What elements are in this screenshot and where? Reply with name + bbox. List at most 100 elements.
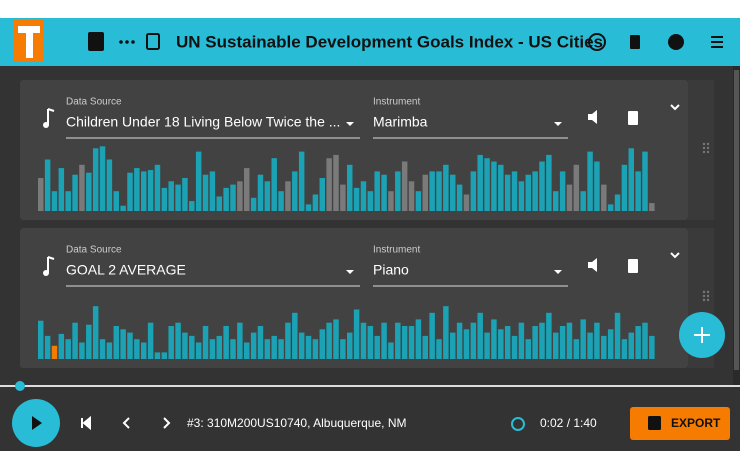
data-bar [292,312,298,359]
data-bar [470,171,477,211]
instrument-select[interactable]: Piano [373,262,409,278]
app-title: UN Sustainable Development Goals Index -… [176,32,603,51]
data-bar [147,322,154,359]
data-bar [271,335,277,359]
data-bar [614,194,621,211]
source-select[interactable]: Children Under 18 Living Below Twice the… [66,114,340,130]
data-bar [195,151,202,211]
data-bar [51,345,58,359]
dropdown-arrow [346,270,354,274]
collapse-icon[interactable] [670,252,680,259]
data-bar [388,342,394,359]
drag-dot [706,290,710,294]
export-button[interactable] [630,407,730,440]
data-bar [223,187,229,211]
note-icon [47,108,55,125]
data-bar [285,322,291,359]
data-bar [381,322,387,359]
delete-track[interactable] [628,111,638,125]
data-bar [72,322,78,359]
data-bar [271,158,277,211]
data-bar [525,174,531,211]
data-bar [44,335,51,359]
data-bar [106,159,113,211]
data-bar [360,322,367,359]
data-bar [601,184,607,211]
data-bar [504,174,511,211]
data-bar [456,184,463,211]
data-bar [436,171,442,211]
help-icon[interactable] [668,34,684,50]
data-bar [326,322,332,359]
data-bar [388,191,394,211]
data-bar [161,352,168,359]
drag-dot [702,146,706,150]
data-bar [264,339,271,359]
data-bar [360,181,367,211]
drag-dot [706,142,710,146]
data-bar [182,332,188,359]
data-bar [408,181,415,211]
menu-icon[interactable] [711,36,723,48]
collapse-icon[interactable] [670,104,680,111]
data-bar [120,329,126,359]
data-bar [92,306,99,359]
data-bar [347,164,353,211]
data-bar [367,191,374,211]
source-select[interactable]: GOAL 2 AVERAGE [66,262,186,278]
skip-back[interactable] [81,415,91,431]
volume-icon[interactable] [588,258,597,272]
data-bar [257,326,264,359]
data-bar [250,197,257,211]
data-bar [195,342,202,359]
export-label: EXPORT [671,416,721,430]
data-bar [202,326,209,359]
data-bar [189,335,195,359]
data-bar [141,342,147,359]
data-bar [649,335,655,359]
data-bar [141,171,147,211]
data-bar [422,174,428,211]
drag-dot [706,150,710,154]
data-bar [353,187,360,211]
data-bar [216,335,222,359]
more-icon[interactable] [119,40,135,44]
timeline-handle[interactable] [15,381,25,391]
data-bar [58,333,65,359]
doc-icon[interactable] [146,33,160,50]
data-bar [436,339,442,359]
data-bar [401,326,408,359]
data-bar [79,164,85,211]
delete-icon[interactable] [630,35,640,49]
data-bar [628,332,634,359]
data-bar [443,306,449,359]
instrument-select[interactable]: Marimba [373,114,428,130]
data-bar [319,178,325,211]
data-bar [305,204,312,211]
player-bar [0,386,740,451]
data-bar [113,326,119,359]
delete-track[interactable] [628,259,638,273]
previous[interactable] [122,417,130,429]
palette-icon[interactable] [588,33,606,51]
player-status: #3: 310M200US10740, Albuquerque, NM [187,416,407,430]
data-bar [559,326,566,359]
data-bar [250,332,257,359]
next[interactable] [163,417,171,429]
data-bar [347,332,353,359]
dropdown-arrow [554,122,562,126]
volume-icon[interactable] [588,110,597,124]
scroll-thumb[interactable] [734,70,739,370]
note-head [43,122,49,128]
data-bar [244,342,250,359]
data-bar [340,339,346,359]
data-bar [182,178,188,211]
data-bar [587,151,593,211]
data-bar [511,171,518,211]
file-icon[interactable] [88,32,104,51]
data-bar [230,184,236,211]
data-bar [553,332,559,359]
source-label: Data Source [66,245,122,256]
data-bar [642,151,648,211]
